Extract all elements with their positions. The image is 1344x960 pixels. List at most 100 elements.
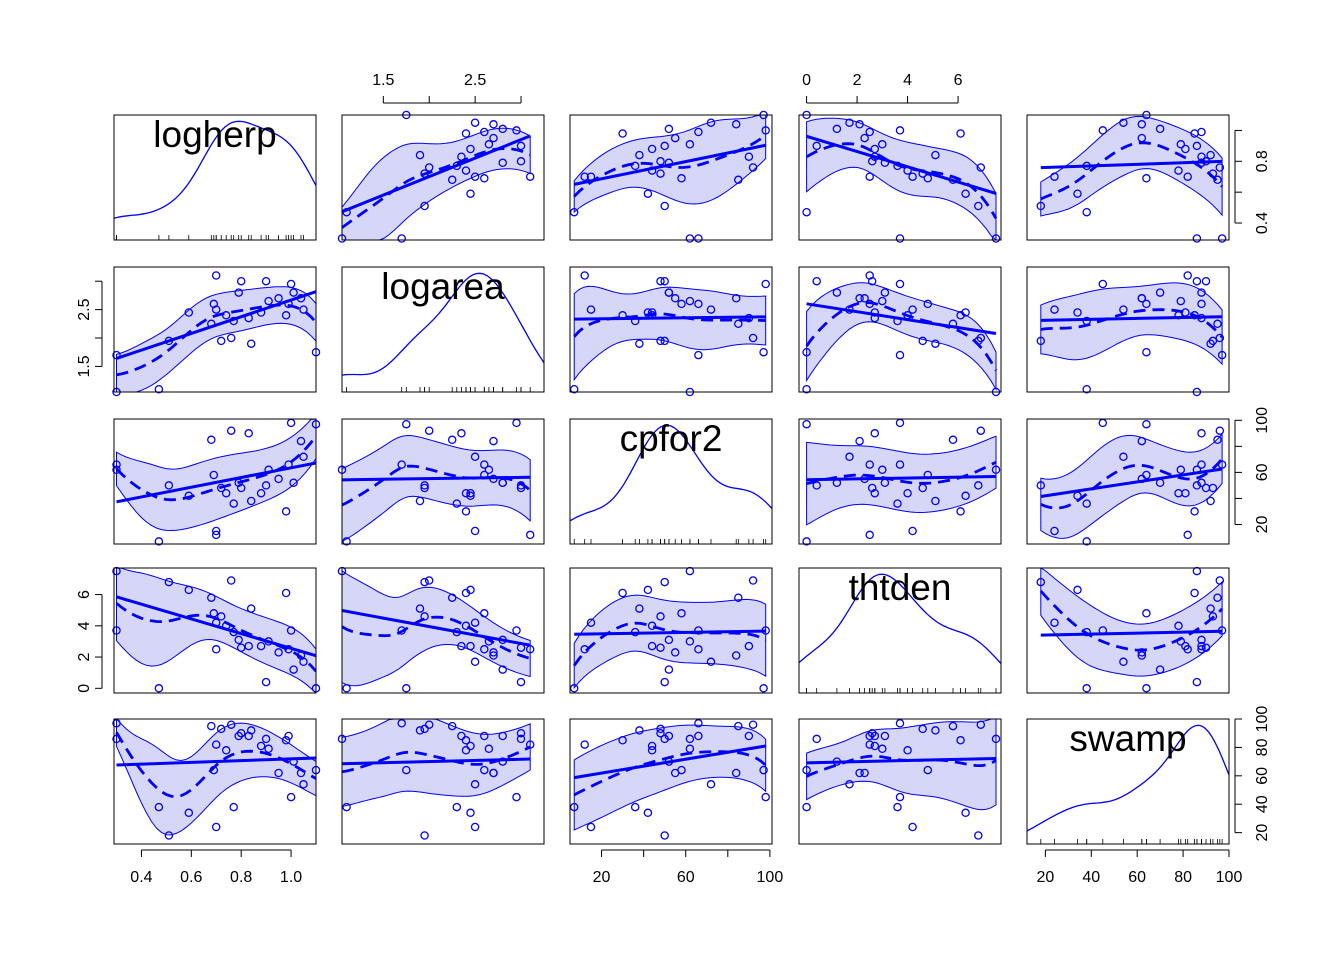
data-point	[1082, 627, 1091, 637]
loess-smoother	[342, 464, 532, 507]
data-point	[1176, 140, 1186, 149]
variable-label: logarea	[381, 266, 505, 307]
data-point	[211, 271, 221, 280]
data-point	[489, 436, 498, 446]
data-point	[461, 507, 471, 516]
data-point	[484, 637, 494, 646]
data-point	[685, 140, 695, 149]
data-point	[1119, 305, 1128, 314]
data-point	[867, 728, 877, 738]
data-point	[880, 288, 890, 297]
data-point	[643, 308, 653, 317]
data-point	[420, 483, 429, 493]
data-point	[761, 792, 770, 802]
data-point	[184, 808, 194, 818]
panel-frame	[113, 718, 317, 845]
panel-cpfor2-vs-thtden	[798, 418, 1002, 546]
panel-frame	[113, 418, 317, 545]
data-point	[865, 460, 874, 469]
data-point	[802, 802, 811, 812]
data-point	[489, 120, 498, 129]
data-point	[154, 802, 164, 812]
data-point	[731, 768, 741, 778]
data-point	[211, 740, 221, 749]
data-point	[1098, 418, 1108, 428]
panel-frame	[798, 718, 1002, 845]
data-point	[452, 802, 462, 812]
data-point	[860, 474, 869, 484]
data-point	[974, 201, 983, 211]
data-point	[670, 133, 680, 143]
data-point	[1142, 299, 1151, 309]
data-point	[211, 618, 221, 627]
panel-logarea-vs-logarea: logarea	[341, 266, 545, 393]
data-point	[880, 731, 890, 741]
panel-swamp-vs-swamp: swamp	[1026, 718, 1230, 845]
data-point	[1201, 157, 1211, 166]
data-point	[512, 792, 521, 802]
data-point	[1197, 152, 1206, 161]
data-point	[1192, 481, 1202, 490]
x-tick-label: 80	[1174, 869, 1192, 886]
data-point	[234, 731, 243, 741]
data-point	[461, 736, 471, 745]
panel-frame	[113, 567, 317, 694]
data-point	[1197, 313, 1206, 323]
data-point	[236, 483, 246, 493]
x-tick-label: 0.8	[230, 869, 252, 886]
data-point	[1190, 129, 1199, 138]
data-point	[761, 626, 770, 635]
data-point	[580, 645, 589, 654]
loess-smoother	[1040, 308, 1224, 338]
data-point	[1137, 133, 1147, 143]
data-point	[221, 311, 231, 320]
data-point	[229, 499, 238, 508]
data-point	[184, 308, 194, 317]
data-point	[1082, 684, 1091, 693]
data-point	[246, 496, 256, 506]
data-point	[802, 419, 811, 429]
data-point	[870, 488, 880, 498]
data-point	[264, 637, 273, 646]
data-point	[1098, 279, 1108, 289]
data-point	[664, 731, 674, 741]
panel-frame	[569, 718, 773, 845]
data-point	[1201, 643, 1211, 652]
data-point	[635, 726, 644, 735]
data-point	[580, 271, 589, 280]
data-point	[744, 731, 754, 741]
panel-swamp-vs-cpfor2	[569, 718, 773, 845]
data-point	[516, 157, 526, 166]
data-point	[895, 126, 905, 135]
density-curve	[114, 120, 316, 219]
data-point	[832, 478, 842, 488]
data-point	[1215, 426, 1225, 435]
data-point	[184, 585, 194, 595]
data-point	[1119, 657, 1128, 667]
spread-band	[116, 419, 316, 532]
spread-band	[806, 117, 997, 240]
data-point	[903, 746, 912, 755]
data-point	[974, 481, 983, 490]
data-point	[731, 120, 741, 129]
data-point	[299, 305, 308, 314]
data-point	[647, 741, 657, 751]
panel-logherp-vs-logherp: logherp	[113, 114, 317, 241]
data-point	[923, 470, 933, 480]
data-point	[286, 792, 296, 802]
data-point	[424, 426, 434, 435]
data-point	[209, 609, 219, 618]
regression-line	[116, 290, 316, 360]
data-point	[664, 665, 674, 674]
panel-swamp-vs-logarea	[337, 718, 545, 845]
data-point	[286, 279, 296, 289]
y-tick-label-right: 100	[1254, 407, 1271, 434]
panel-cpfor2-vs-logarea	[337, 418, 545, 546]
data-point	[923, 765, 933, 775]
panel-logarea-vs-swamp	[1026, 266, 1230, 397]
data-point	[244, 313, 253, 323]
data-point	[918, 724, 927, 734]
data-point	[855, 294, 864, 303]
data-point	[1174, 166, 1183, 175]
data-point	[1197, 299, 1206, 309]
